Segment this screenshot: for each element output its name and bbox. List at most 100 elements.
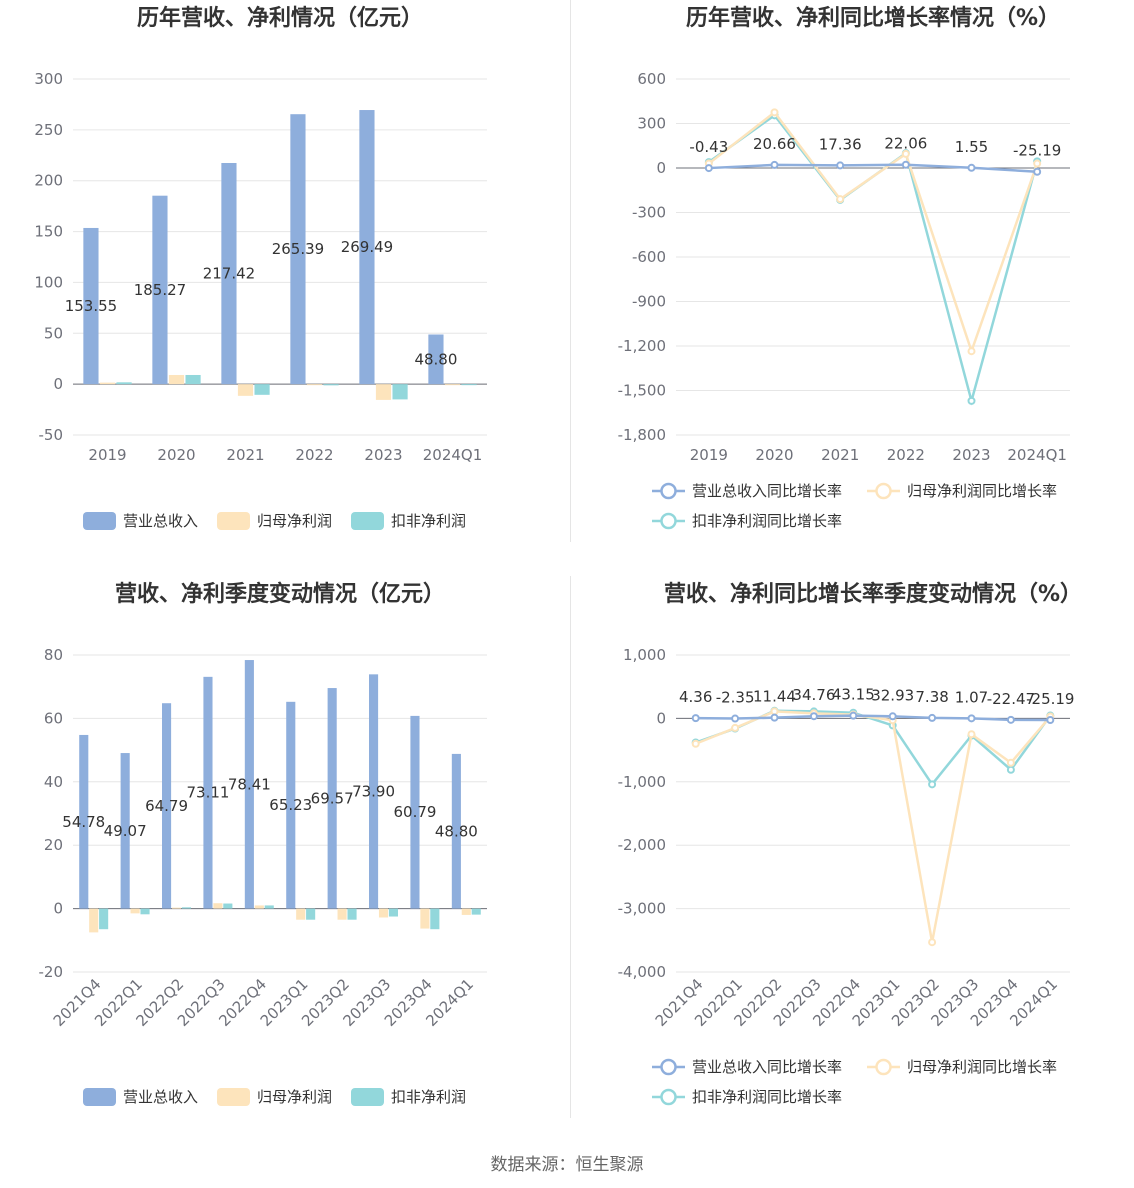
series-point <box>704 164 713 173</box>
bar-deducted-profit <box>392 384 408 400</box>
legend-label: 营业总收入 <box>123 1088 198 1106</box>
series-point <box>1033 159 1042 168</box>
bar-net-profit <box>213 903 223 909</box>
annual-revenue-chart: 历年营收、净利情况（亿元） 300 250 200 150 100 50 0 -50 2019 20… <box>0 0 567 576</box>
bar-revenue <box>359 110 375 385</box>
quarterly-growth-svg: 营收、净利同比增长率季度变动情况（%） 1,000 0 -1,000 -2,000 -3,… <box>618 581 1082 1106</box>
y-tick-label: -2,000 <box>618 836 666 854</box>
y-tick-label: -20 <box>39 963 64 981</box>
series-point <box>836 195 845 204</box>
legend-swatch <box>83 512 116 530</box>
x-tick-label: 2022 <box>295 446 333 464</box>
x-tick-label: 2021 <box>821 446 859 464</box>
series-point <box>1006 758 1015 767</box>
y-tick-label: 0 <box>53 900 63 918</box>
y-tick-label: -600 <box>632 248 666 266</box>
series-point <box>901 160 910 169</box>
legend-label: 归母净利润 <box>257 512 332 530</box>
divider-bottom <box>570 576 571 1118</box>
series-point <box>888 712 897 721</box>
divider-top <box>570 0 571 542</box>
bar-net-profit <box>306 384 323 386</box>
series-point <box>967 347 976 356</box>
series-point <box>1033 167 1042 176</box>
bar-deducted-profit <box>99 908 109 930</box>
series-point <box>770 108 779 117</box>
series-point <box>928 780 937 789</box>
bar-deducted-profit <box>430 908 440 930</box>
x-tick-label: 2023 <box>364 446 402 464</box>
bar-revenue <box>290 114 306 385</box>
y-tick-label: 150 <box>34 223 63 241</box>
data-label: 217.42 <box>203 265 256 283</box>
bar-deducted-profit <box>254 384 270 395</box>
data-label: 64.79 <box>145 797 188 815</box>
bar-revenue <box>221 162 237 385</box>
series-point <box>967 714 976 723</box>
data-label: -25.19 <box>1013 142 1061 160</box>
quarterly-revenue-chart: 营收、净利季度变动情况（亿元） 80 60 40 20 0 -20 2021Q4 2022Q1 2… <box>0 576 567 1152</box>
series-point <box>1006 715 1015 724</box>
series-point <box>1046 715 1055 724</box>
y-tick-label: -50 <box>39 426 64 444</box>
data-label: 22.06 <box>884 135 927 153</box>
series-point <box>809 712 818 721</box>
data-label: 17.36 <box>819 135 862 153</box>
data-label: 78.41 <box>228 775 271 793</box>
bar-deducted-profit <box>181 907 191 909</box>
bar-net-profit <box>375 384 392 400</box>
bar-deducted-profit <box>471 908 481 915</box>
data-label: 69.57 <box>311 789 354 807</box>
legend-label: 归母净利润同比增长率 <box>907 1058 1057 1076</box>
series-point <box>967 163 976 172</box>
data-label: 73.90 <box>352 782 395 800</box>
chart-title: 营收、净利季度变动情况（亿元） <box>115 581 445 607</box>
series-point <box>770 160 779 169</box>
annual-growth-svg: 历年营收、净利同比增长率情况（%） 600 300 0 -300 -600 -900 -1,2… <box>618 5 1070 530</box>
bar-net-profit <box>444 384 461 386</box>
data-label: 20.66 <box>753 135 796 153</box>
annual-revenue-svg: 历年营收、净利情况（亿元） 300 250 200 150 100 50 0 -50 2019 20… <box>34 5 487 530</box>
data-label: -22.47 <box>987 690 1035 708</box>
x-tick-label: 2021 <box>226 446 264 464</box>
bar-deducted-profit <box>223 903 233 909</box>
bar-deducted-profit <box>306 908 316 920</box>
series-line <box>708 113 1039 406</box>
series-point <box>836 161 845 170</box>
legend-label: 归母净利润同比增长率 <box>907 482 1057 500</box>
y-tick-label: -1,500 <box>618 382 666 400</box>
legend-swatch <box>351 512 384 530</box>
data-label: 185.27 <box>134 281 187 299</box>
legend-label: 扣非净利润同比增长率 <box>692 1088 842 1106</box>
x-tick-label: 2019 <box>690 446 728 464</box>
data-label: 32.93 <box>871 686 914 704</box>
bar-revenue <box>203 676 213 909</box>
y-tick-label: 40 <box>44 773 63 791</box>
legend-marker <box>660 512 677 530</box>
data-label: 1.55 <box>955 138 988 156</box>
y-tick-label: 1,000 <box>623 646 666 664</box>
data-label: 54.78 <box>62 813 105 831</box>
bar-net-profit <box>130 908 140 914</box>
series-point <box>849 711 858 720</box>
y-tick-label: 0 <box>656 159 666 177</box>
y-tick-label: 250 <box>34 121 63 139</box>
series-point <box>967 730 976 739</box>
y-tick-label: -3,000 <box>618 900 666 918</box>
y-tick-label: -1,800 <box>618 426 666 444</box>
data-label: 73.11 <box>186 784 229 802</box>
y-tick-label: -1,200 <box>618 337 666 355</box>
data-label: 65.23 <box>269 796 312 814</box>
quarterly-growth-chart: 营收、净利同比增长率季度变动情况（%） 1,000 0 -1,000 -2,000 -3,… <box>567 576 1134 1152</box>
data-label: 49.07 <box>104 822 147 840</box>
series-point <box>770 713 779 722</box>
chart-title: 历年营收、净利同比增长率情况（%） <box>686 5 1060 31</box>
y-tick-label: 50 <box>44 324 63 342</box>
y-tick-label: 300 <box>637 115 666 133</box>
bar-net-profit <box>254 905 264 909</box>
data-label: 48.80 <box>414 350 457 368</box>
x-tick-label: 2023 <box>952 446 990 464</box>
bar-deducted-profit <box>323 384 339 386</box>
chart-title: 历年营收、净利情况（亿元） <box>137 5 423 31</box>
bar-net-profit <box>99 382 116 385</box>
